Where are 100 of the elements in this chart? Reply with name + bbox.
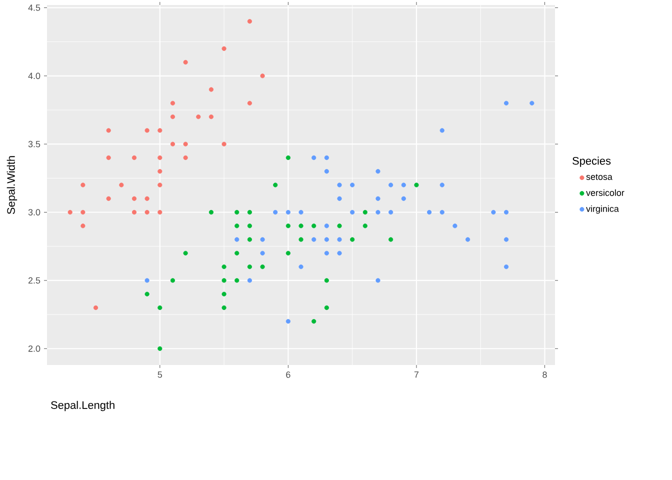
point [312, 224, 316, 228]
y-tick-label: 2.5 [28, 277, 40, 284]
point [376, 196, 380, 201]
legend-label: virginica [586, 205, 619, 214]
x-axis-title: Sepal.Length [51, 400, 114, 412]
point [362, 224, 368, 228]
point [247, 264, 252, 270]
point [247, 19, 252, 24]
point [388, 237, 394, 242]
point [247, 100, 252, 106]
point [337, 196, 342, 201]
point [530, 100, 534, 106]
point [286, 224, 290, 228]
point [337, 182, 342, 188]
point [222, 264, 226, 270]
point [106, 155, 111, 160]
point [183, 142, 188, 146]
legend-label: setosa [586, 174, 612, 180]
point [222, 305, 226, 310]
point [119, 182, 124, 188]
point [247, 210, 252, 215]
point [337, 237, 342, 242]
y-tick-label: 4.5 [28, 4, 40, 11]
point [144, 210, 150, 215]
point [401, 182, 406, 188]
point [440, 210, 444, 215]
point [170, 114, 176, 120]
point [286, 155, 290, 160]
point [234, 210, 240, 215]
point [312, 319, 316, 324]
legend-label: versicolor [586, 189, 624, 196]
point [324, 169, 329, 174]
point [222, 292, 226, 296]
point [350, 182, 355, 188]
point [324, 278, 329, 283]
point [324, 250, 329, 256]
point [222, 46, 226, 51]
point [132, 155, 137, 160]
point [260, 250, 265, 256]
point [388, 210, 394, 215]
point [440, 182, 444, 188]
point [158, 182, 162, 188]
point [286, 250, 290, 256]
point [465, 237, 470, 242]
point [196, 114, 201, 120]
point [144, 292, 150, 296]
point [312, 155, 316, 160]
point [452, 224, 458, 228]
y-tick-label: 3.5 [28, 140, 40, 148]
point [183, 60, 188, 65]
point [106, 128, 111, 133]
point [426, 210, 432, 215]
x-tick-label: 8 [542, 372, 547, 378]
point [324, 237, 329, 242]
point [222, 142, 226, 146]
point [350, 210, 355, 215]
point [158, 155, 162, 160]
point [491, 210, 496, 215]
point [286, 319, 290, 324]
point [144, 128, 150, 133]
point [298, 224, 304, 228]
point [504, 210, 509, 215]
point [337, 224, 342, 228]
point [350, 237, 355, 242]
point [324, 155, 329, 160]
point [234, 250, 240, 256]
point [337, 250, 342, 256]
point [158, 346, 162, 351]
x-tick-label: 5 [158, 372, 162, 378]
point [260, 264, 265, 270]
point [414, 182, 419, 188]
point [260, 237, 265, 242]
point [504, 237, 509, 242]
y-tick-label: 4.0 [28, 72, 40, 80]
point [260, 74, 265, 78]
point [144, 196, 150, 201]
point [376, 210, 380, 215]
y-tick-label: 3.0 [28, 209, 40, 216]
point [286, 210, 290, 215]
point [388, 182, 394, 188]
point [376, 169, 380, 174]
point [80, 182, 86, 188]
point [234, 237, 240, 242]
point [247, 278, 252, 283]
y-axis-title: Sepal.Width [6, 156, 18, 214]
point [208, 210, 214, 215]
point [106, 196, 111, 201]
point [312, 237, 316, 242]
point [158, 305, 162, 310]
point [247, 237, 252, 242]
point [376, 278, 380, 283]
point [222, 278, 226, 283]
point [158, 169, 162, 174]
point [68, 210, 72, 215]
x-tick-label: 6 [286, 372, 290, 378]
point [247, 224, 252, 228]
point [144, 278, 150, 283]
legend-title: Species [572, 156, 611, 167]
point [440, 128, 444, 133]
point [504, 264, 509, 270]
